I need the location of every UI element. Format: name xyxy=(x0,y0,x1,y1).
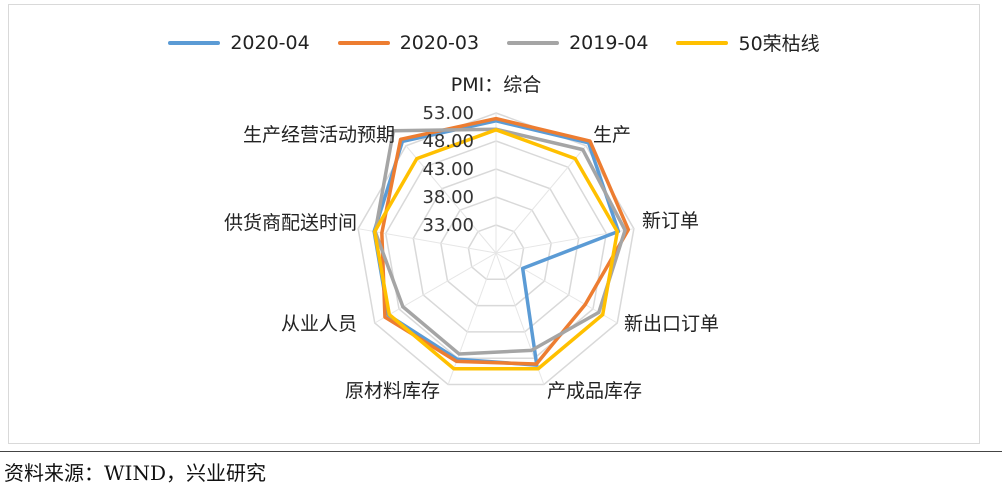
tick-label: 38.00 xyxy=(422,187,474,208)
grid-spoke xyxy=(495,145,587,254)
grid-spoke xyxy=(447,252,497,385)
category-label: PMI：综合 xyxy=(451,74,541,96)
grid-ring xyxy=(440,196,552,307)
category-label: 供货商配送时间 xyxy=(224,212,357,234)
tick-label: 53.00 xyxy=(422,103,474,124)
legend-swatch xyxy=(507,40,560,45)
legend-label: 2020-04 xyxy=(230,31,310,54)
divider xyxy=(0,451,1002,452)
legend-item-2020-04: 2020-04 xyxy=(168,29,310,56)
category-label: 新出口订单 xyxy=(624,313,719,335)
series-line-3 xyxy=(372,128,620,371)
legend-swatch xyxy=(168,40,221,45)
category-label: 从业人员 xyxy=(281,313,357,335)
tick-label: 43.00 xyxy=(422,159,474,180)
legend-swatch xyxy=(337,40,390,45)
category-label: 原材料库存 xyxy=(345,380,440,402)
legend-item-2019-04: 2019-04 xyxy=(507,29,648,56)
series-line-2 xyxy=(373,127,627,356)
grid-ring xyxy=(412,168,580,333)
source-note: 资料来源：WIND，兴业研究 xyxy=(4,461,266,485)
legend-item-threshold: 50荣枯线 xyxy=(676,29,820,56)
legend-label: 50荣枯线 xyxy=(738,33,820,55)
legend-label: 2020-03 xyxy=(399,31,480,54)
tick-label: 48.00 xyxy=(422,131,474,152)
tick-label: 33.00 xyxy=(422,215,474,236)
chart-frame: 2020-04 2020-03 2019-04 50荣枯线 xyxy=(8,4,980,444)
legend-label: 2019-04 xyxy=(569,31,649,54)
grid-ring xyxy=(384,140,608,359)
legend-swatch xyxy=(676,40,729,45)
grid-spoke xyxy=(405,145,497,254)
legend: 2020-04 2020-03 2019-04 50荣枯线 xyxy=(9,29,979,56)
category-label: 产成品库存 xyxy=(547,380,642,402)
category-label: 生产 xyxy=(593,124,631,146)
grid-spoke xyxy=(495,252,618,324)
grid-ring xyxy=(467,224,525,281)
grid-spoke xyxy=(374,252,497,324)
legend-item-2020-03: 2020-03 xyxy=(337,29,480,56)
radar-chart: 53.00 48.00 43.00 38.00 33.00 PMI：综合生产新订单新出口订… xyxy=(224,74,719,402)
series-line-1 xyxy=(380,116,631,366)
category-label: 新订单 xyxy=(642,210,699,232)
category-label: 生产经营活动预期 xyxy=(243,124,395,146)
